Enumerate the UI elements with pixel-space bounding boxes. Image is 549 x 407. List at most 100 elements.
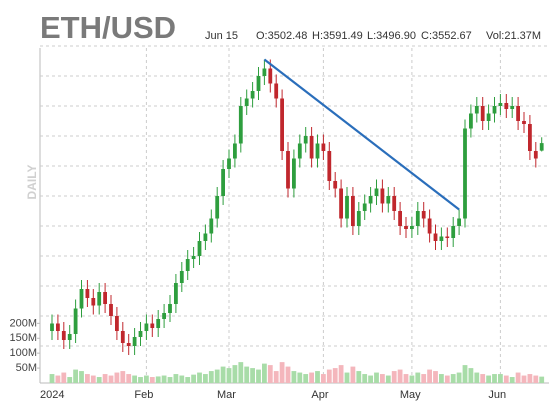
volume-bar (427, 369, 432, 383)
volume-bar (521, 375, 527, 383)
volume-bar (273, 371, 279, 383)
volume-bar (498, 374, 503, 383)
volume-bar (73, 369, 78, 383)
candle-body (174, 283, 178, 304)
volume-bar (238, 362, 244, 383)
candle-body (215, 196, 220, 219)
volume-bar (279, 362, 285, 383)
candle-body (268, 68, 273, 84)
close-label: C:3552.67 (421, 30, 472, 42)
volume-label: Vol:21.37M (486, 30, 541, 42)
candle-body (498, 103, 503, 106)
candle-body (286, 151, 290, 189)
volume-bar (321, 374, 326, 383)
candle-body (256, 76, 261, 91)
candle-body (362, 203, 367, 211)
volume-bar (214, 369, 220, 383)
candle-body (380, 188, 385, 204)
candle-body (504, 103, 509, 109)
trendline (263, 58, 460, 211)
candle-body (469, 113, 473, 129)
candle-body (345, 196, 349, 219)
candle-body (197, 241, 202, 256)
x-tick-label: Feb (134, 389, 153, 401)
candle-body (138, 331, 143, 337)
volume-bar (380, 374, 385, 383)
volume-bar (179, 375, 185, 383)
candle-body (528, 124, 532, 151)
volume-bar (108, 375, 114, 383)
candle-body (103, 292, 107, 304)
volume-bar (262, 363, 267, 383)
volume-bar (220, 366, 226, 383)
candle-body (274, 83, 279, 99)
candle-body (115, 316, 119, 331)
candle-body (439, 236, 444, 241)
candle-body (539, 143, 544, 151)
volume-bar (226, 368, 232, 383)
candle-body (474, 106, 479, 114)
volume-bar (197, 372, 202, 383)
candle-body (280, 98, 284, 151)
candle-body (91, 298, 96, 306)
candle-body (162, 313, 166, 319)
volume-bar (303, 374, 309, 383)
candle-body (262, 68, 267, 76)
candle-body (309, 136, 314, 159)
volume-bar (203, 374, 208, 383)
x-tick-label: 2024 (40, 389, 64, 401)
candle-body (457, 218, 461, 226)
volume-bar (409, 375, 415, 383)
volume-bar (79, 371, 84, 383)
candle-body (333, 181, 338, 189)
candle-body (61, 331, 66, 340)
candle-body (445, 236, 450, 238)
volume-tick-label: 150M (9, 332, 37, 344)
volume-tick-label: 200M (9, 317, 37, 329)
volume-bar (533, 375, 539, 383)
volume-bar (527, 374, 533, 383)
volume-bar (291, 371, 297, 383)
volume-bar (96, 377, 102, 383)
volume-bar (315, 371, 320, 383)
high-label: H:3591.49 (312, 30, 363, 42)
candle-body (356, 211, 361, 226)
candle-body (351, 196, 355, 226)
candle-body (238, 106, 243, 144)
candle-body (410, 226, 414, 229)
candle-body (227, 158, 231, 169)
candle-body (433, 233, 438, 241)
x-tick-label: May (400, 389, 421, 401)
candle-body (97, 292, 102, 306)
volume-bar (338, 365, 344, 383)
volume-bar (185, 377, 191, 383)
x-tick-label: Mar (217, 389, 236, 401)
candle-body (392, 196, 397, 211)
date-label: Jun 15 (205, 30, 238, 42)
y-axis-label: DAILY (25, 165, 39, 200)
candle-body (185, 259, 190, 271)
volume-bar (149, 377, 155, 383)
volume-bar (515, 372, 521, 383)
volume-bar (144, 375, 149, 383)
candle-body (191, 256, 196, 259)
candle-body (451, 226, 456, 238)
candle-body (374, 188, 379, 196)
volume-bar (132, 375, 137, 383)
candle-body (492, 106, 497, 114)
candle-body (427, 218, 432, 234)
volume-bar (403, 374, 409, 383)
candle-body (516, 106, 520, 121)
x-tick-label: Jun (488, 389, 506, 401)
candle-body (510, 106, 515, 109)
candle-body (368, 196, 373, 204)
candle-body (156, 319, 161, 328)
candle-body (233, 143, 237, 159)
candle-body (132, 337, 137, 346)
volume-bar (374, 372, 379, 383)
candle-body (73, 308, 78, 334)
candle-body (179, 271, 184, 283)
volume-bar (114, 372, 120, 383)
candle-body (327, 151, 332, 181)
volume-bar (474, 372, 480, 383)
